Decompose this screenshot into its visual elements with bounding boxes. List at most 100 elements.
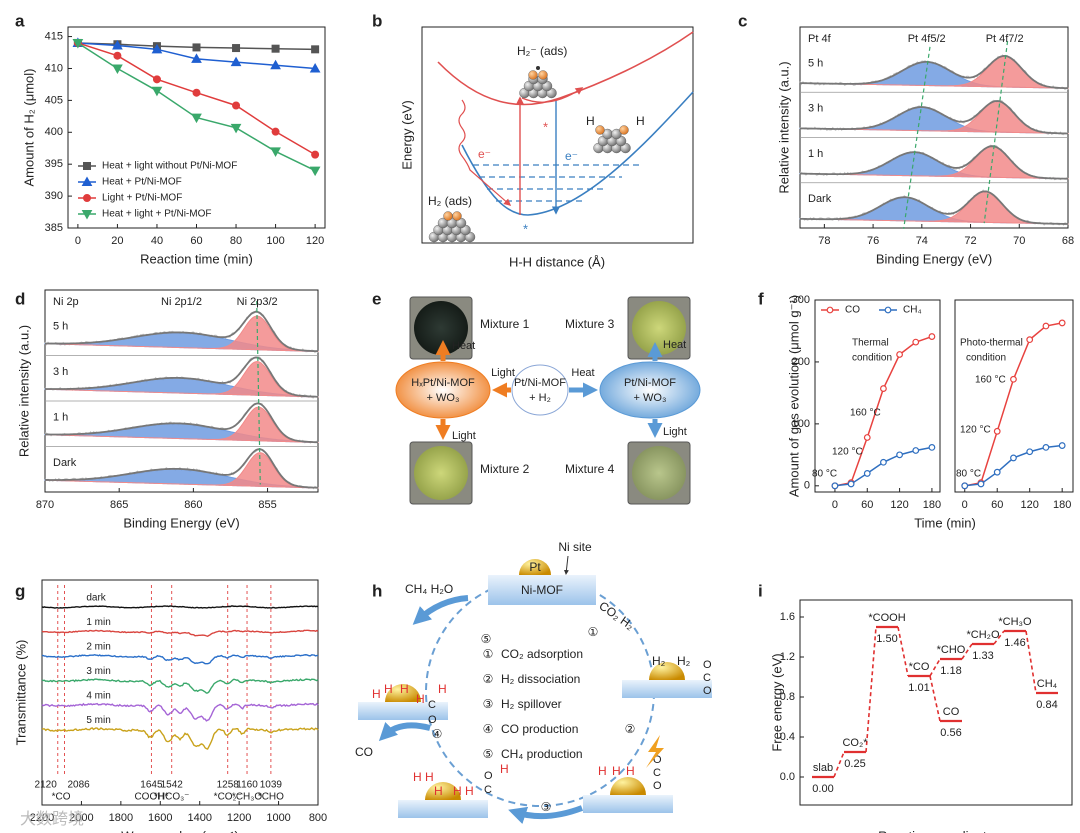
band-species: *CHO [258, 792, 284, 803]
pt-particle [385, 684, 421, 702]
star: * [523, 221, 528, 236]
level-value: 1.46 [1004, 637, 1025, 649]
x-tick-label: 68 [1062, 235, 1074, 247]
y-tick-label: 385 [45, 222, 63, 234]
x-tick-label: 60 [190, 235, 202, 247]
surface [398, 800, 488, 818]
y-axis-label: Relative intensity (a.u.) [16, 325, 31, 457]
marker [72, 38, 84, 49]
atom: O [703, 659, 712, 671]
band-label: 1160 [236, 780, 258, 791]
electron: e⁻ [565, 149, 578, 163]
marker [880, 385, 887, 392]
marker [113, 51, 122, 60]
marker [232, 101, 241, 110]
series-label: Dark [53, 457, 77, 469]
series-label: 1 min [86, 617, 110, 628]
series-label: dark [86, 593, 106, 604]
annotation: 160 °C [850, 408, 881, 419]
node-text: Pt/Ni-MOF [624, 377, 676, 389]
x-tick-label: 100 [266, 235, 284, 247]
pt-label: Pt [529, 560, 541, 574]
connector [929, 675, 941, 722]
marker [191, 113, 202, 124]
marker [896, 351, 903, 358]
connector [961, 643, 973, 660]
annotation: condition [852, 353, 892, 364]
step-number: ⑤ [481, 632, 492, 646]
marker [993, 468, 1001, 476]
diagram-frame [421, 26, 694, 244]
marker [896, 451, 903, 459]
marker [112, 39, 123, 50]
level-value: 1.33 [972, 650, 993, 662]
atom: H [612, 764, 621, 778]
x-tick-label: 0 [832, 499, 838, 511]
x-tick-label: 78 [818, 235, 830, 247]
guide-line [903, 46, 931, 229]
marker [977, 480, 985, 488]
series-label: 5 min [86, 715, 110, 726]
marker [270, 147, 281, 157]
series-label: 2 min [86, 642, 110, 653]
peak-component [44, 406, 319, 444]
marker [847, 480, 855, 488]
mixture-label: Mixture 1 [480, 317, 530, 331]
peak-component [799, 100, 1069, 135]
level-value: 0.00 [812, 783, 833, 795]
y-tick-label: 400 [45, 126, 63, 138]
level-value: 1.50 [876, 633, 897, 645]
marker [831, 482, 839, 490]
marker [826, 306, 834, 314]
plot-frame [44, 289, 319, 493]
y-tick-label: 0.8 [780, 691, 795, 703]
spectrum [41, 605, 319, 609]
envelope [799, 55, 1069, 90]
marker [232, 44, 241, 53]
connector [1025, 630, 1037, 694]
band-species: *CH₃O [232, 792, 262, 803]
annotation: 80 °C [956, 469, 981, 480]
x-tick-label: 1800 [109, 812, 133, 824]
y-tick-label: 1.6 [780, 611, 795, 623]
y-tick-label: 410 [45, 62, 63, 74]
panel-letter: g [15, 581, 25, 600]
panel-letter: e [372, 289, 381, 308]
state-node [599, 361, 701, 419]
panel-letter: h [372, 581, 382, 600]
atom-label: H [636, 114, 645, 128]
atom: H [598, 764, 607, 778]
potential-curve [437, 31, 694, 106]
marker [1042, 444, 1050, 451]
x-tick-label: 180 [1053, 499, 1071, 511]
spectrum-title: Ni 2p [53, 296, 79, 308]
band-label: 2120 [35, 780, 58, 791]
x-tick-label: 2000 [69, 812, 93, 824]
connector [865, 626, 877, 753]
x-tick-label: 1200 [227, 812, 251, 824]
y-tick-label: 0.0 [780, 771, 795, 783]
connector [897, 626, 909, 677]
watermark: 大数跨境 [20, 809, 84, 828]
x-axis-label: Binding Energy (eV) [876, 251, 992, 266]
node-text: + H₂ [529, 392, 551, 404]
annotation: 160 °C [975, 375, 1006, 386]
level-name: CO [943, 706, 960, 718]
x-axis-label: H-H distance (Å) [509, 254, 605, 269]
mixture-label: Mixture 3 [565, 317, 615, 331]
marker [309, 166, 321, 177]
peak-label: Ni 2p3/2 [237, 296, 278, 308]
y-tick-label: 0 [804, 480, 810, 492]
x-tick-label: 180 [923, 499, 941, 511]
node-text: Pt/Ni-MOF [514, 377, 566, 389]
legend-number: ① [483, 647, 494, 661]
atom: H [413, 770, 422, 784]
y-tick-label: 200 [792, 356, 810, 368]
y-axis-label: Relative intensity (a.u.) [776, 61, 791, 193]
y-axis-label: Amount of gas evolution (μmol g⁻¹) [786, 295, 801, 497]
atom: O [703, 685, 712, 697]
species-label: H₂⁻ (ads) [517, 44, 567, 58]
marker [192, 43, 201, 52]
electron: e⁻ [478, 147, 491, 161]
legend-number: ③ [483, 697, 494, 711]
